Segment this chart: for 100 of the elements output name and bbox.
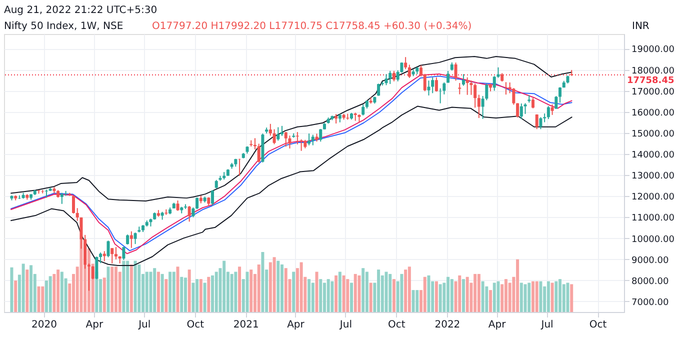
bar bbox=[211, 275, 214, 312]
bar bbox=[300, 262, 303, 312]
candlestick bbox=[114, 246, 118, 260]
candlestick bbox=[408, 64, 411, 78]
bar bbox=[489, 290, 492, 312]
y-tick-label: 10000.00 bbox=[632, 234, 675, 245]
bar bbox=[438, 284, 442, 312]
bar bbox=[423, 276, 426, 312]
candlestick bbox=[110, 248, 114, 264]
x-tick-label: Jul bbox=[138, 320, 151, 330]
candlestick bbox=[558, 86, 562, 104]
bar bbox=[392, 279, 396, 312]
candlestick bbox=[377, 83, 380, 96]
candlestick bbox=[404, 56, 408, 70]
candlestick bbox=[474, 82, 477, 108]
bar bbox=[319, 279, 322, 312]
candlestick bbox=[257, 143, 260, 164]
y-tick-label: 14000.00 bbox=[632, 150, 675, 161]
bar bbox=[388, 274, 392, 312]
candlestick bbox=[546, 106, 550, 120]
bar bbox=[246, 272, 249, 312]
x-tick-label: 2020 bbox=[31, 320, 57, 330]
candlestick bbox=[60, 192, 64, 204]
bar bbox=[276, 260, 280, 312]
bar bbox=[558, 279, 562, 312]
bar bbox=[338, 272, 342, 312]
bar bbox=[214, 272, 218, 312]
candlestick bbox=[41, 189, 44, 194]
bar bbox=[230, 274, 234, 312]
bar bbox=[60, 272, 64, 312]
text: Aug 21, 2022 21:22 UTC+5:30 bbox=[4, 5, 158, 16]
bar bbox=[326, 279, 330, 312]
y-tick-label: 17000.00 bbox=[632, 87, 675, 98]
candlestick bbox=[384, 74, 388, 86]
candlestick bbox=[334, 114, 338, 124]
bar bbox=[369, 282, 372, 312]
x-tick-label: Apr bbox=[287, 320, 306, 330]
candlestick bbox=[211, 190, 214, 206]
bar bbox=[528, 282, 531, 312]
bar bbox=[462, 279, 465, 312]
bar bbox=[22, 264, 25, 312]
candlestick bbox=[466, 76, 469, 96]
bar bbox=[222, 260, 226, 312]
y-tick-label: 8000.00 bbox=[632, 276, 669, 287]
bar bbox=[26, 270, 29, 312]
bar bbox=[188, 270, 191, 312]
bar bbox=[554, 281, 558, 312]
bar bbox=[130, 264, 133, 312]
bar bbox=[546, 281, 550, 312]
candlestick bbox=[554, 96, 558, 110]
bar bbox=[99, 279, 102, 312]
candlestick bbox=[192, 206, 195, 218]
bar bbox=[114, 266, 118, 312]
bar bbox=[342, 275, 346, 312]
bar bbox=[145, 272, 148, 312]
x-tick-label: Jul bbox=[540, 320, 554, 330]
line-series bbox=[10, 56, 573, 202]
bar bbox=[110, 266, 114, 312]
bar bbox=[207, 276, 210, 312]
candlestick bbox=[520, 103, 523, 120]
bar bbox=[30, 265, 33, 312]
bar bbox=[168, 272, 172, 312]
candlestick bbox=[535, 114, 538, 130]
candlestick bbox=[126, 234, 130, 245]
text: INR bbox=[632, 21, 650, 32]
bar bbox=[550, 282, 554, 312]
bar bbox=[196, 279, 199, 312]
text: O17797.20 H17992.20 L17710.75 C17758.45 +60.30 (+0.34%) bbox=[152, 21, 472, 32]
candlestick bbox=[539, 116, 542, 130]
bar bbox=[10, 267, 14, 312]
x-tick-label: Oct bbox=[388, 320, 406, 330]
candlestick bbox=[388, 70, 392, 84]
bar bbox=[346, 279, 350, 312]
candlestick bbox=[280, 125, 284, 136]
bar bbox=[322, 282, 326, 312]
candlestick bbox=[516, 102, 520, 118]
bar bbox=[280, 264, 284, 312]
y-tick-label: 19000.00 bbox=[632, 45, 675, 56]
bar bbox=[566, 282, 570, 312]
bar bbox=[138, 264, 141, 312]
bar bbox=[354, 274, 357, 312]
bar bbox=[272, 257, 276, 312]
bar bbox=[384, 272, 388, 312]
candlestick bbox=[458, 82, 462, 95]
bar bbox=[160, 274, 164, 312]
bar bbox=[330, 281, 334, 312]
bar bbox=[41, 286, 44, 312]
bar bbox=[14, 280, 18, 312]
bar bbox=[153, 268, 156, 312]
bar bbox=[149, 272, 152, 312]
bar bbox=[238, 266, 242, 312]
bar bbox=[172, 272, 176, 312]
bar bbox=[377, 270, 380, 312]
bar bbox=[524, 284, 527, 312]
bar bbox=[184, 278, 187, 312]
bar bbox=[492, 282, 496, 312]
x-tick-label: Apr bbox=[86, 320, 104, 330]
candlestick bbox=[130, 230, 133, 248]
bar bbox=[192, 282, 195, 312]
candlestick bbox=[446, 70, 450, 84]
